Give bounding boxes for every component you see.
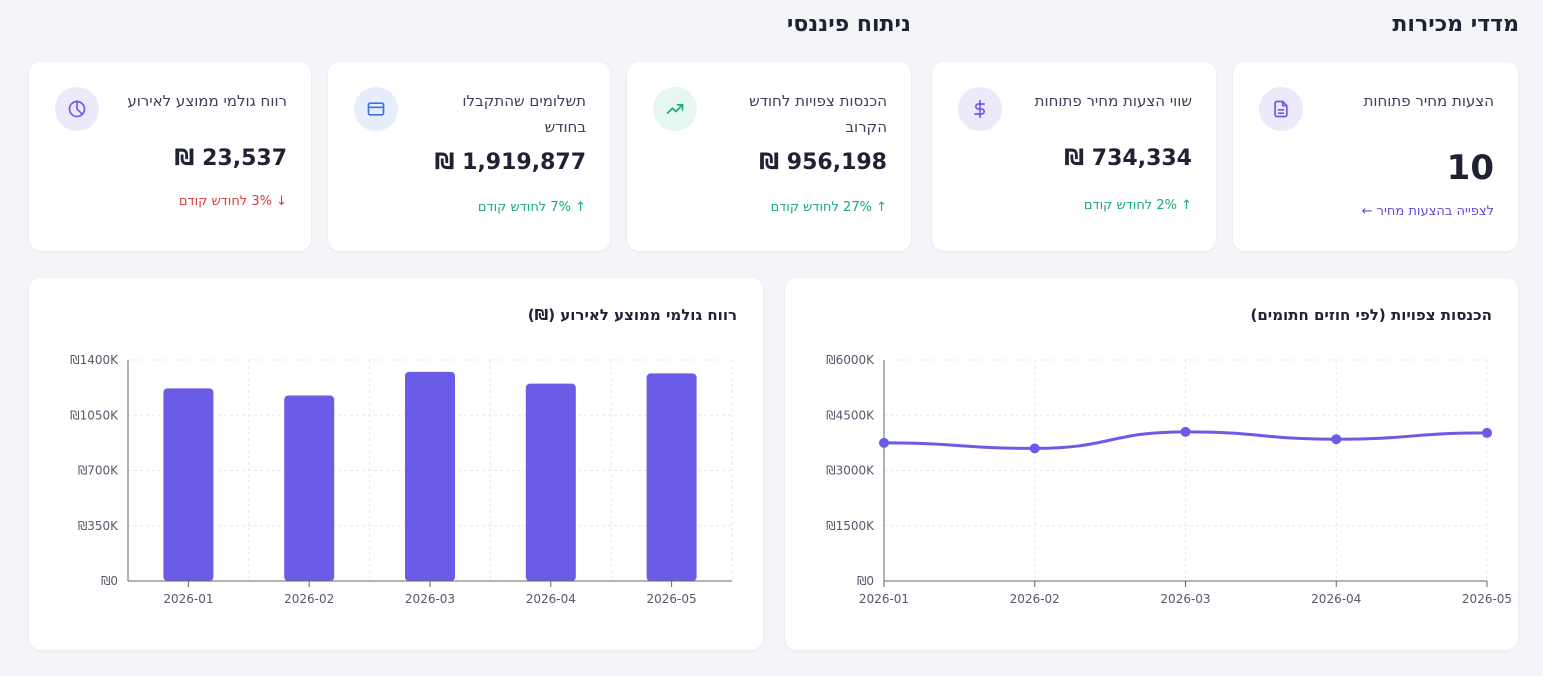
data-point [1482, 427, 1492, 438]
arrow-up-icon: ↑ [876, 200, 887, 215]
data-point [879, 437, 889, 448]
line-chart: ₪0 ₪1500K ₪3000K ₪4500K ₪6000K 2026-01 2026-02… [826, 353, 1512, 606]
x-tick-label: 2026-02 [284, 592, 334, 606]
y-tick-label: ₪700K [78, 464, 119, 478]
kpi-value: ₪ 1,919,877 [434, 150, 586, 175]
x-tick-label: 2026-02 [1010, 592, 1060, 606]
section-title-finance: ניתוח פיננסי [786, 12, 911, 37]
y-tick-label: ₪6000K [826, 353, 875, 367]
x-tick-label: 2026-05 [1462, 592, 1512, 606]
chart-title: רווח גולמי ממוצע לאירוע (₪) [527, 306, 737, 324]
kpi-value: ₪ 23,537 [174, 146, 287, 171]
bar [163, 388, 214, 581]
x-tick-label: 2026-04 [526, 592, 576, 606]
bar [646, 373, 697, 581]
dollar-icon [958, 87, 1002, 131]
x-tick-label: 2026-01 [859, 592, 909, 606]
kpi-label: שווי הצעות מחיר פתוחות [1034, 92, 1192, 110]
kpi-card-expected-revenue: הכנסות צפויות לחודש הקרוב ₪ 956,198 ↑ 27… [627, 62, 911, 251]
kpi-label: רווח גולמי ממוצע לאירוע [127, 92, 287, 110]
y-tick-label: ₪1400K [70, 353, 119, 367]
kpi-card-open-quotes-value: שווי הצעות מחיר פתוחות ₪ 734,334 ↑ 2% לח… [932, 62, 1216, 251]
chart-card-expected-revenue: הכנסות צפויות (לפי חוזים חתומים) ₪0 ₪1500… [785, 278, 1518, 650]
chart-card-gross-profit: רווח גולמי ממוצע לאירוע (₪) ₪0 ₪350K ₪700K… [29, 278, 763, 650]
trending-up-icon [653, 87, 697, 131]
bar [284, 395, 335, 581]
y-tick-label: ₪4500K [826, 408, 875, 422]
view-quotes-link[interactable]: לצפייה בהצעות מחיר ← [1361, 204, 1494, 219]
x-tick-label: 2026-05 [647, 592, 697, 606]
kpi-label: הכנסות צפויות לחודש הקרוב [749, 92, 887, 136]
y-tick-label: ₪0 [857, 574, 874, 588]
x-tick-label: 2026-04 [1311, 592, 1361, 606]
kpi-label: הצעות מחיר פתוחות [1363, 92, 1494, 110]
pie-chart-icon [55, 87, 99, 131]
chart-title: הכנסות צפויות (לפי חוזים חתומים) [1250, 306, 1492, 324]
kpi-value: 10 [1446, 148, 1494, 188]
data-point [1029, 443, 1040, 454]
y-tick-label: ₪1500K [826, 519, 875, 533]
credit-card-icon [354, 87, 398, 131]
kpi-value: ₪ 956,198 [759, 150, 887, 175]
kpi-delta: ↑ 7% לחודש קודם [477, 200, 586, 215]
bar-chart: ₪0 ₪350K ₪700K ₪1050K ₪1400K 2026-01 2026-02 20… [70, 353, 733, 606]
x-tick-label: 2026-03 [1160, 592, 1210, 606]
x-tick-label: 2026-03 [405, 592, 455, 606]
x-tick-label: 2026-01 [163, 592, 213, 606]
data-point [1180, 426, 1191, 437]
kpi-label: תשלומים שהתקבלו בחודש [462, 92, 586, 136]
kpi-card-gross-profit: רווח גולמי ממוצע לאירוע ₪ 23,537 ↓ 3% לח… [29, 62, 311, 251]
y-tick-label: ₪3000K [826, 464, 875, 478]
section-title-sales: מדדי מכירות [1392, 12, 1519, 37]
arrow-up-icon: ↑ [1181, 198, 1192, 213]
kpi-delta: ↑ 27% לחודש קודם [770, 200, 887, 215]
y-tick-label: ₪350K [78, 519, 119, 533]
kpi-card-open-quotes: הצעות מחיר פתוחות 10 לצפייה בהצעות מחיר … [1233, 62, 1518, 251]
bar [405, 371, 455, 581]
document-icon [1259, 87, 1303, 131]
arrow-up-icon: ↑ [575, 200, 586, 215]
data-point [1331, 434, 1342, 445]
kpi-delta: ↓ 3% לחודש קודם [178, 194, 287, 209]
y-tick-label: ₪0 [101, 574, 118, 588]
bar [525, 383, 576, 581]
arrow-down-icon: ↓ [276, 194, 287, 209]
y-tick-label: ₪1050K [70, 408, 119, 422]
kpi-delta: ↑ 2% לחודש קודם [1083, 198, 1192, 213]
kpi-value: ₪ 734,334 [1064, 146, 1192, 171]
kpi-card-payments-received: תשלומים שהתקבלו בחודש ₪ 1,919,877 ↑ 7% ל… [328, 62, 610, 251]
